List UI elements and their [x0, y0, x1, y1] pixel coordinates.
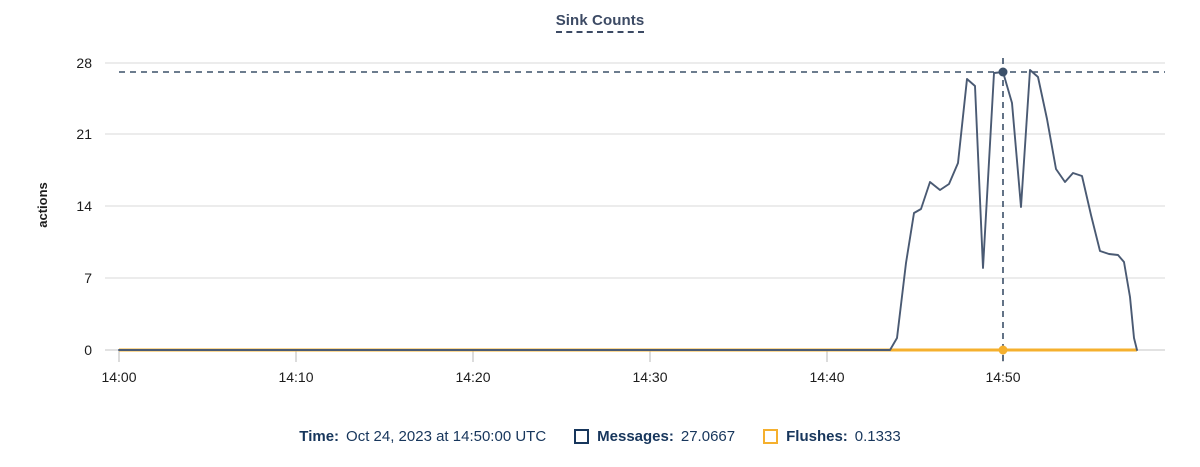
y-tick-7: 7: [84, 270, 92, 286]
legend-value-flushes: 0.1333: [854, 427, 901, 445]
tooltip-time-label: Time:: [299, 427, 340, 445]
y-axis-title: actions: [35, 182, 50, 228]
tooltip-legend-row: Time: Oct 24, 2023 at 14:50:00 UTC Messa…: [0, 418, 1200, 454]
x-tick-1420: 14:20: [455, 369, 490, 385]
y-tick-28: 28: [76, 55, 92, 71]
y-tick-14: 14: [76, 198, 92, 214]
horizontal-gridlines: [105, 62, 1165, 351]
messages-swatch-icon: [574, 428, 590, 444]
series-line-messages[interactable]: [118, 69, 1138, 351]
y-tick-21: 21: [76, 126, 92, 142]
legend-item-flushes[interactable]: Flushes: 0.1333: [763, 428, 901, 445]
legend-label-flushes: Flushes:: [786, 427, 848, 445]
x-tick-1400: 14:00: [101, 369, 136, 385]
x-tick-1410: 14:10: [278, 369, 313, 385]
legend-value-messages: 27.0667: [680, 427, 736, 445]
legend-item-messages[interactable]: Messages: 27.0667: [574, 428, 735, 445]
plot-svg[interactable]: 28 21 14 7 0 actions 14:00 14:10 14:20 1…: [0, 0, 1200, 400]
tooltip-time-value: Oct 24, 2023 at 14:50:00 UTC: [346, 427, 547, 445]
plot-area[interactable]: 28 21 14 7 0 actions 14:00 14:10 14:20 1…: [0, 0, 1200, 400]
hover-point-flushes: [998, 345, 1008, 355]
x-tick-1440: 14:40: [809, 369, 844, 385]
hover-point-messages: [998, 67, 1008, 77]
x-tick-1430: 14:30: [632, 369, 667, 385]
x-axis-tick-labels: 14:00 14:10 14:20 14:30 14:40 14:50: [101, 369, 1020, 385]
flushes-swatch-icon: [763, 428, 779, 444]
y-tick-0: 0: [84, 342, 92, 358]
x-tick-marks: [118, 350, 1004, 362]
x-tick-1450: 14:50: [985, 369, 1020, 385]
y-axis-tick-labels: 28 21 14 7 0: [76, 55, 92, 358]
legend-label-messages: Messages:: [597, 427, 674, 445]
tooltip-time: Time: Oct 24, 2023 at 14:50:00 UTC: [299, 428, 546, 445]
